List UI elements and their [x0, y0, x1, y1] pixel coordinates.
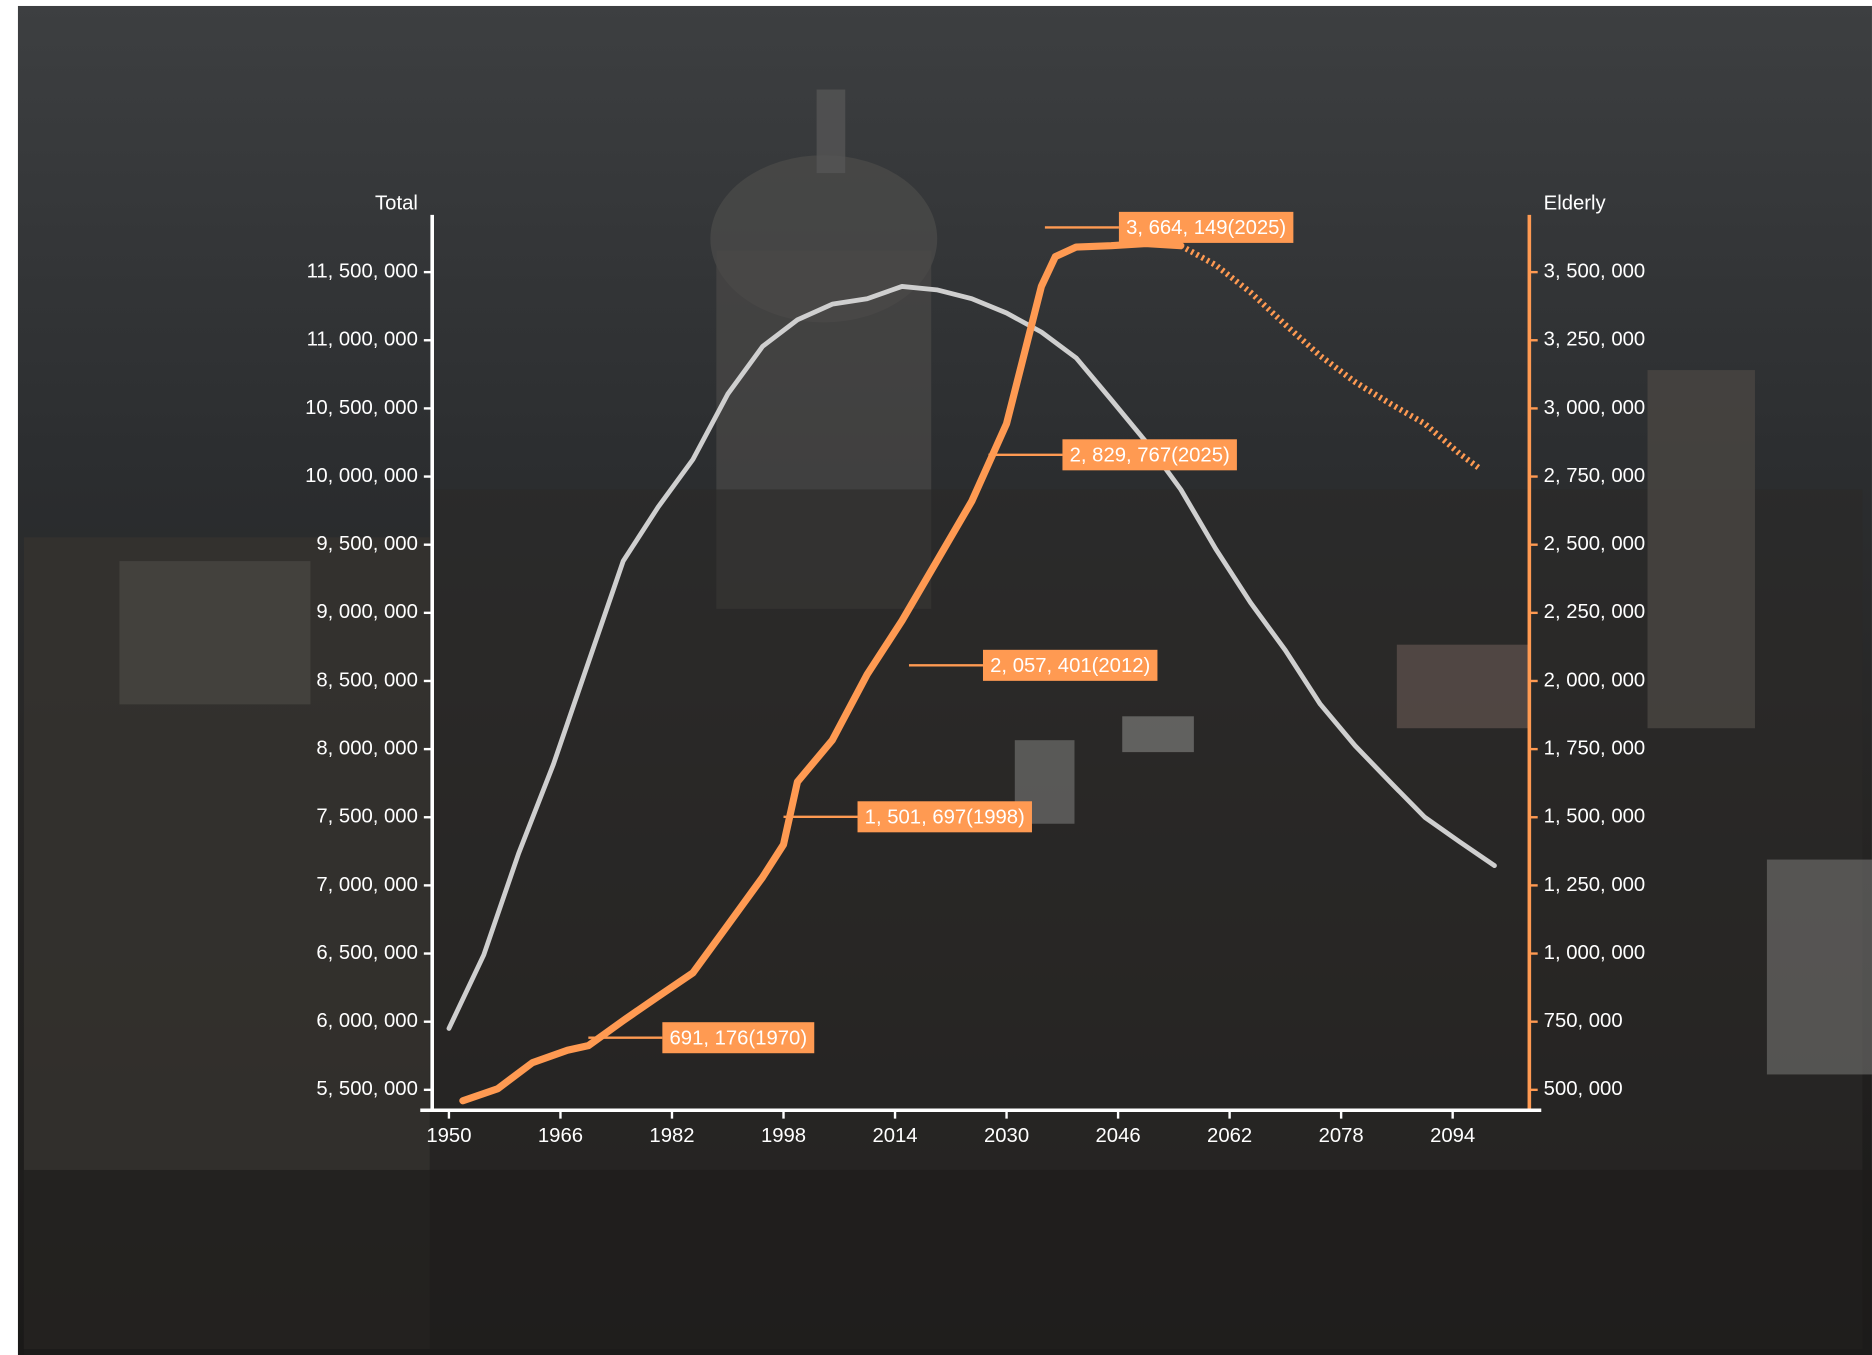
annotation-label: 691, 176(1970)	[670, 1027, 808, 1049]
y2-tick-label: 2, 500, 000	[1544, 533, 1646, 555]
y2-tick-label: 3, 000, 000	[1544, 397, 1646, 419]
x-tick-label: 2078	[1319, 1125, 1364, 1147]
y-tick-label: 11, 000, 000	[307, 329, 418, 351]
x-tick-label: 1950	[426, 1125, 471, 1147]
y2-tick-label: 1, 000, 000	[1544, 942, 1646, 964]
y-tick-label: 7, 000, 000	[316, 874, 418, 896]
y-axis-title: Total	[375, 193, 418, 215]
y2-tick-label: 750, 000	[1544, 1010, 1623, 1032]
y-tick-label: 9, 500, 000	[316, 533, 418, 555]
x-tick-label: 2030	[984, 1125, 1029, 1147]
y2-tick-label: 3, 250, 000	[1544, 329, 1646, 351]
y2-axis-title: Elderly	[1544, 193, 1607, 215]
annotation-box	[982, 649, 1158, 681]
background-photo	[17, 5, 1872, 1355]
x-tick-label: 2046	[1096, 1125, 1141, 1147]
total-line	[446, 284, 1497, 1031]
y-tick-label: 11, 500, 000	[307, 260, 418, 282]
y2-tick-label: 3, 500, 000	[1544, 260, 1646, 282]
x-tick-label: 1966	[538, 1125, 583, 1147]
y-tick-label: 7, 500, 000	[316, 806, 418, 828]
y2-tick-label: 2, 750, 000	[1544, 465, 1646, 487]
annotation-box	[662, 1022, 815, 1054]
y2-tick-label: 500, 000	[1544, 1078, 1623, 1100]
annotation-box	[857, 801, 1032, 833]
annotation-label: 3, 664, 149(2025)	[1126, 217, 1286, 239]
annotation: 2, 829, 767(2025)	[988, 439, 1237, 471]
annotation-label: 1, 501, 697(1998)	[865, 806, 1025, 828]
y-tick-label: 8, 500, 000	[316, 669, 418, 691]
y2-tick-label: 1, 250, 000	[1544, 874, 1646, 896]
y-tick-label: 6, 000, 000	[316, 1010, 418, 1032]
y-tick-label: 10, 000, 000	[305, 465, 418, 487]
annotation-label: 2, 829, 767(2025)	[1070, 444, 1230, 466]
y-tick-label: 8, 000, 000	[316, 737, 418, 759]
elderly-line	[1179, 243, 1483, 472]
x-tick-label: 2062	[1207, 1125, 1252, 1147]
elderly-line	[459, 239, 1185, 1105]
y-tick-label: 6, 500, 000	[316, 942, 418, 964]
annotation: 3, 664, 149(2025)	[1044, 211, 1294, 243]
y-tick-label: 5, 500, 000	[316, 1078, 418, 1100]
y2-tick-label: 1, 750, 000	[1544, 737, 1646, 759]
y2-tick-label: 2, 000, 000	[1544, 669, 1646, 691]
y2-tick-label: 2, 250, 000	[1544, 601, 1646, 623]
annotation: 2, 057, 401(2012)	[908, 649, 1158, 681]
annotation-label: 2, 057, 401(2012)	[990, 655, 1150, 677]
annotation-box	[1118, 211, 1294, 243]
y-tick-label: 10, 500, 000	[305, 397, 418, 419]
x-tick-label: 2014	[872, 1125, 917, 1147]
x-tick-label: 1998	[761, 1125, 806, 1147]
annotation-box	[1062, 439, 1237, 471]
y-tick-label: 9, 000, 000	[316, 601, 418, 623]
y2-tick-label: 1, 500, 000	[1544, 806, 1646, 828]
annotation: 691, 176(1970)	[588, 1022, 815, 1054]
x-tick-label: 2094	[1430, 1125, 1475, 1147]
annotation: 1, 501, 697(1998)	[783, 801, 1032, 833]
x-tick-label: 1982	[649, 1125, 694, 1147]
